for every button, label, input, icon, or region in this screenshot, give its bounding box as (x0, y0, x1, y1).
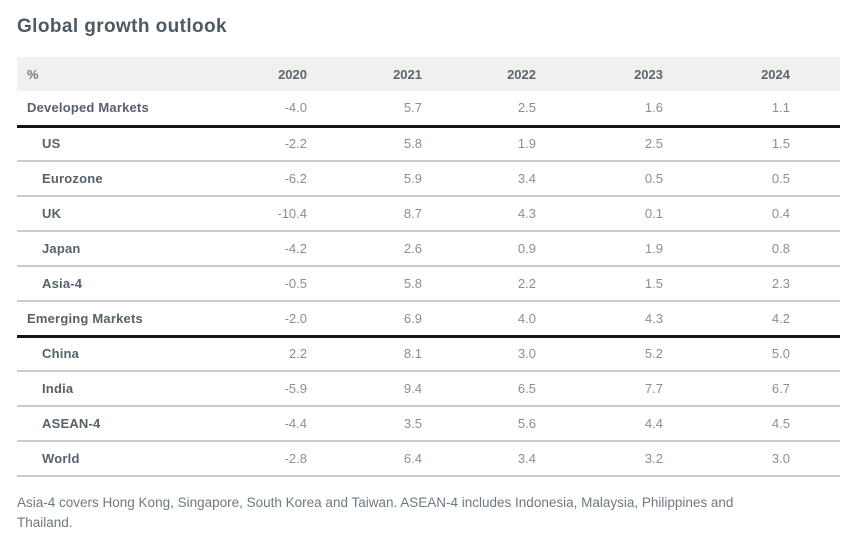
cell-value: 1.1 (713, 91, 840, 128)
column-header-unit: % (17, 57, 217, 91)
cell-value: 3.0 (472, 336, 586, 372)
column-header-2021: 2021 (357, 57, 472, 91)
cell-value: 7.7 (586, 371, 713, 407)
cell-value: 0.5 (713, 161, 840, 197)
row-label: Developed Markets (17, 91, 217, 128)
cell-value: 3.2 (586, 441, 713, 477)
row-label: ASEAN-4 (17, 406, 217, 442)
cell-value: 3.4 (472, 441, 586, 477)
row-world: World -2.8 6.4 3.4 3.2 3.0 (17, 441, 840, 477)
page-title: Global growth outlook (17, 16, 227, 37)
cell-value: 2.6 (357, 231, 472, 267)
table-header-row: % 2020 2021 2022 2023 2024 (17, 57, 840, 91)
cell-value: 5.6 (472, 406, 586, 442)
cell-value: 5.8 (357, 126, 472, 162)
row-us: US -2.2 5.8 1.9 2.5 1.5 (17, 126, 840, 162)
cell-value: 0.8 (713, 231, 840, 267)
row-china: China 2.2 8.1 3.0 5.2 5.0 (17, 336, 840, 372)
row-label: UK (17, 196, 217, 232)
cell-value: 0.9 (472, 231, 586, 267)
cell-value: 3.0 (713, 441, 840, 477)
cell-value: -2.8 (217, 441, 357, 477)
cell-value: 2.2 (217, 336, 357, 372)
cell-value: 5.0 (713, 336, 840, 372)
cell-value: 0.5 (586, 161, 713, 197)
row-label: China (17, 336, 217, 372)
column-header-2024: 2024 (713, 57, 840, 91)
row-india: India -5.9 9.4 6.5 7.7 6.7 (17, 371, 840, 407)
cell-value: 5.7 (357, 91, 472, 128)
cell-value: -5.9 (217, 371, 357, 407)
cell-value: 8.7 (357, 196, 472, 232)
row-emerging-markets: Emerging Markets -2.0 6.9 4.0 4.3 4.2 (17, 301, 840, 338)
row-developed-markets: Developed Markets -4.0 5.7 2.5 1.6 1.1 (17, 91, 840, 128)
cell-value: 2.3 (713, 266, 840, 302)
footnote: Asia-4 covers Hong Kong, Singapore, Sout… (17, 495, 734, 531)
row-label: Eurozone (17, 161, 217, 197)
growth-outlook-table: % 2020 2021 2022 2023 2024 Developed Mar… (17, 57, 840, 477)
row-label: India (17, 371, 217, 407)
cell-value: -2.2 (217, 126, 357, 162)
cell-value: 4.5 (713, 406, 840, 442)
row-label: US (17, 126, 217, 162)
cell-value: -6.2 (217, 161, 357, 197)
cell-value: 5.2 (586, 336, 713, 372)
cell-value: -4.0 (217, 91, 357, 128)
cell-value: -0.5 (217, 266, 357, 302)
cell-value: 4.2 (713, 301, 840, 338)
row-eurozone: Eurozone -6.2 5.9 3.4 0.5 0.5 (17, 161, 840, 197)
cell-value: 6.4 (357, 441, 472, 477)
cell-value: -4.4 (217, 406, 357, 442)
cell-value: 3.4 (472, 161, 586, 197)
cell-value: 4.3 (586, 301, 713, 338)
cell-value: 6.5 (472, 371, 586, 407)
row-asean-4: ASEAN-4 -4.4 3.5 5.6 4.4 4.5 (17, 406, 840, 442)
row-label: World (17, 441, 217, 477)
cell-value: 6.9 (357, 301, 472, 338)
cell-value: 5.9 (357, 161, 472, 197)
cell-value: 4.4 (586, 406, 713, 442)
column-header-2020: 2020 (217, 57, 357, 91)
cell-value: 2.5 (586, 126, 713, 162)
cell-value: 0.4 (713, 196, 840, 232)
column-header-2022: 2022 (472, 57, 586, 91)
cell-value: 1.5 (713, 126, 840, 162)
row-label: Asia-4 (17, 266, 217, 302)
cell-value: -2.0 (217, 301, 357, 338)
cell-value: 1.6 (586, 91, 713, 128)
cell-value: 4.0 (472, 301, 586, 338)
cell-value: 9.4 (357, 371, 472, 407)
cell-value: 5.8 (357, 266, 472, 302)
cell-value: 4.3 (472, 196, 586, 232)
cell-value: 3.5 (357, 406, 472, 442)
cell-value: 1.5 (586, 266, 713, 302)
row-japan: Japan -4.2 2.6 0.9 1.9 0.8 (17, 231, 840, 267)
row-uk: UK -10.4 8.7 4.3 0.1 0.4 (17, 196, 840, 232)
row-label: Emerging Markets (17, 301, 217, 338)
column-header-2023: 2023 (586, 57, 713, 91)
cell-value: 2.5 (472, 91, 586, 128)
cell-value: 8.1 (357, 336, 472, 372)
cell-value: -4.2 (217, 231, 357, 267)
cell-value: 2.2 (472, 266, 586, 302)
row-label: Japan (17, 231, 217, 267)
cell-value: -10.4 (217, 196, 357, 232)
cell-value: 6.7 (713, 371, 840, 407)
cell-value: 1.9 (472, 126, 586, 162)
cell-value: 0.1 (586, 196, 713, 232)
cell-value: 1.9 (586, 231, 713, 267)
row-asia-4: Asia-4 -0.5 5.8 2.2 1.5 2.3 (17, 266, 840, 302)
